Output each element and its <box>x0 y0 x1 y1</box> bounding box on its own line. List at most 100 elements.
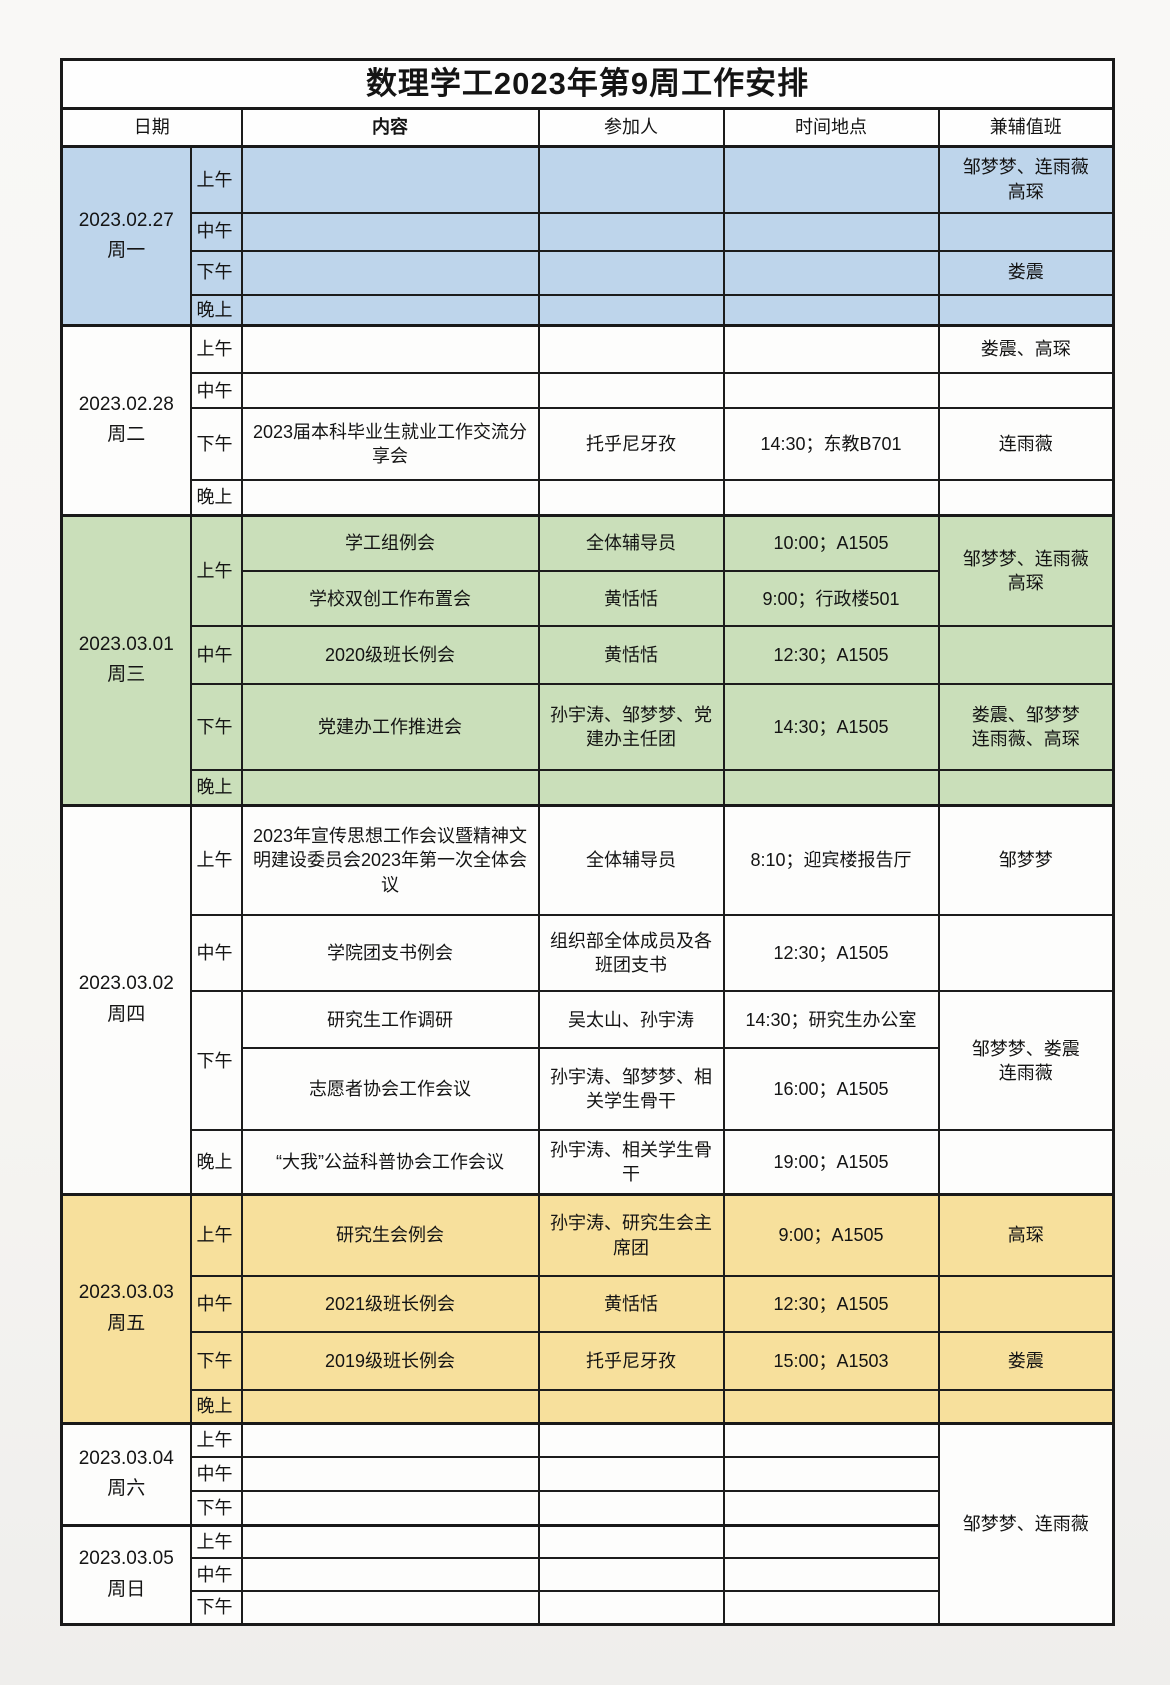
date-cell: 2023.03.01 周三 <box>60 513 192 807</box>
period-cell: 上午 <box>189 145 243 214</box>
empty-cell <box>537 293 725 327</box>
time-place-cell: 14:30；A1505 <box>722 683 940 772</box>
column-header-participants: 参加人 <box>537 107 725 148</box>
content-cell: 2021级班长例会 <box>240 1275 540 1334</box>
empty-cell <box>240 323 540 375</box>
period-cell: 中午 <box>189 914 243 993</box>
date-cell: 2023.02.27 周一 <box>60 145 192 327</box>
period-cell: 上午 <box>189 513 243 628</box>
participants-cell: 黄恬恬 <box>537 570 725 628</box>
content-cell: 学院团支书例会 <box>240 914 540 993</box>
period-cell: 下午 <box>189 683 243 772</box>
empty-cell <box>722 293 940 327</box>
empty-cell <box>722 249 940 296</box>
duty-cell <box>937 1275 1115 1334</box>
empty-cell <box>722 1389 940 1425</box>
empty-cell <box>240 769 540 807</box>
empty-cell <box>537 769 725 807</box>
period-cell: 中午 <box>189 372 243 410</box>
duty-cell: 邹梦梦、连雨薇 高琛 <box>937 513 1115 628</box>
content-cell: “大我”公益科普协会工作会议 <box>240 1129 540 1196</box>
period-cell: 上午 <box>189 323 243 375</box>
content-cell: 党建办工作推进会 <box>240 683 540 772</box>
empty-cell <box>722 211 940 252</box>
duty-cell <box>937 211 1115 252</box>
period-cell: 中午 <box>189 1557 243 1593</box>
participants-cell: 全体辅导员 <box>537 803 725 917</box>
empty-cell <box>240 249 540 296</box>
period-cell: 晚上 <box>189 769 243 807</box>
time-place-cell: 9:00；行政楼501 <box>722 570 940 628</box>
date-cell: 2023.03.04 周六 <box>60 1421 192 1527</box>
column-header-date: 日期 <box>60 107 243 148</box>
empty-cell <box>722 769 940 807</box>
duty-cell: 邹梦梦 <box>937 803 1115 917</box>
participants-cell: 黄恬恬 <box>537 1275 725 1334</box>
period-cell: 下午 <box>189 1490 243 1527</box>
time-place-cell: 12:30；A1505 <box>722 1275 940 1334</box>
duty-cell <box>937 372 1115 410</box>
empty-cell <box>537 372 725 410</box>
empty-cell <box>537 479 725 517</box>
empty-cell <box>537 1389 725 1425</box>
content-cell: 2023届本科毕业生就业工作交流分享会 <box>240 407 540 482</box>
duty-cell <box>937 1129 1115 1196</box>
empty-cell <box>722 323 940 375</box>
participants-cell: 组织部全体成员及各班团支书 <box>537 914 725 993</box>
participants-cell: 全体辅导员 <box>537 513 725 573</box>
period-cell: 晚上 <box>189 293 243 327</box>
empty-cell <box>240 1456 540 1493</box>
period-cell: 晚上 <box>189 479 243 517</box>
schedule-title: 数理学工2023年第9周工作安排 <box>60 58 1115 110</box>
duty-cell: 娄震、邹梦梦 连雨薇、高琛 <box>937 683 1115 772</box>
time-place-cell: 16:00；A1505 <box>722 1047 940 1132</box>
empty-cell <box>722 1523 940 1560</box>
empty-cell <box>240 1389 540 1425</box>
content-cell: 研究生工作调研 <box>240 990 540 1050</box>
duty-cell: 邹梦梦、连雨薇 <box>937 1421 1115 1626</box>
empty-cell <box>537 1523 725 1560</box>
period-cell: 中午 <box>189 1456 243 1493</box>
time-place-cell: 14:30；研究生办公室 <box>722 990 940 1050</box>
empty-cell <box>722 1490 940 1527</box>
empty-cell <box>722 1421 940 1459</box>
date-cell: 2023.03.03 周五 <box>60 1192 192 1425</box>
date-cell: 2023.02.28 周二 <box>60 323 192 517</box>
empty-cell <box>240 211 540 252</box>
empty-cell <box>537 145 725 214</box>
period-cell: 晚上 <box>189 1129 243 1196</box>
participants-cell: 黄恬恬 <box>537 625 725 686</box>
period-cell: 下午 <box>189 990 243 1132</box>
duty-cell <box>937 479 1115 517</box>
column-header-time-place: 时间地点 <box>722 107 940 148</box>
period-cell: 下午 <box>189 1331 243 1392</box>
column-header-duty: 兼辅值班 <box>937 107 1115 148</box>
empty-cell <box>722 479 940 517</box>
duty-cell <box>937 914 1115 993</box>
duty-cell: 高琛 <box>937 1192 1115 1278</box>
empty-cell <box>240 1421 540 1459</box>
empty-cell <box>537 1557 725 1593</box>
empty-cell <box>722 1557 940 1593</box>
participants-cell: 孙宇涛、邹梦梦、相关学生骨干 <box>537 1047 725 1132</box>
period-cell: 上午 <box>189 803 243 917</box>
empty-cell <box>722 1456 940 1493</box>
content-cell: 2019级班长例会 <box>240 1331 540 1392</box>
duty-cell: 连雨薇 <box>937 407 1115 482</box>
period-cell: 下午 <box>189 249 243 296</box>
content-cell: 2023年宣传思想工作会议暨精神文明建设委员会2023年第一次全体会议 <box>240 803 540 917</box>
empty-cell <box>240 293 540 327</box>
time-place-cell: 8:10；迎宾楼报告厅 <box>722 803 940 917</box>
content-cell: 研究生会例会 <box>240 1192 540 1278</box>
empty-cell <box>240 479 540 517</box>
period-cell: 下午 <box>189 407 243 482</box>
empty-cell <box>537 1456 725 1493</box>
period-cell: 上午 <box>189 1192 243 1278</box>
period-cell: 上午 <box>189 1421 243 1459</box>
schedule-sheet: 数理学工2023年第9周工作安排 日期 内容 参加人 时间地点 兼辅值班 202… <box>60 58 1116 1626</box>
participants-cell: 孙宇涛、研究生会主席团 <box>537 1192 725 1278</box>
empty-cell <box>722 372 940 410</box>
content-cell: 2020级班长例会 <box>240 625 540 686</box>
period-cell: 中午 <box>189 1275 243 1334</box>
empty-cell <box>240 145 540 214</box>
